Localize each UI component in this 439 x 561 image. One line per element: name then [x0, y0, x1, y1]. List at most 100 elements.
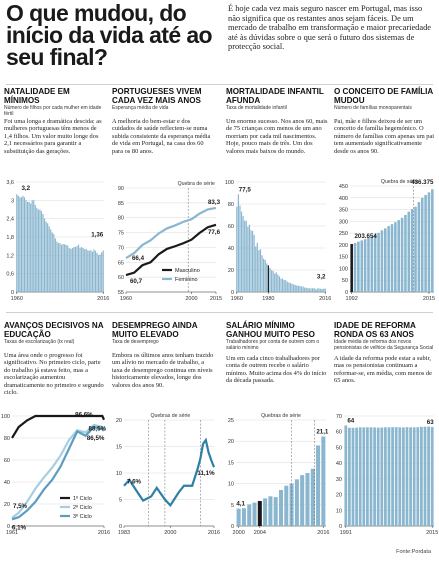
- bar: [424, 194, 427, 292]
- bar: [241, 508, 246, 526]
- y-tick-label: 0: [7, 524, 10, 530]
- bar: [363, 239, 367, 292]
- y-tick-label: 20: [116, 418, 122, 424]
- panel-subtitle: Número de famílias monoparentais: [334, 105, 412, 111]
- x-tick-label: 2000: [164, 530, 176, 536]
- bar: [286, 281, 288, 292]
- bar: [240, 211, 243, 292]
- bar: [344, 425, 348, 526]
- y-tick-label: 75: [118, 231, 124, 237]
- bar: [280, 278, 282, 292]
- data-label: 11,1%: [197, 470, 215, 477]
- panel-title: MORTALIDADE INFANTIL AFUNDA: [226, 87, 324, 105]
- chart-mortalidade-infantil: 0 20 40 60 80 100 1960 1980 2016 77,5 3,2: [225, 180, 332, 302]
- bar: [351, 427, 355, 526]
- y-tick-label: 400: [339, 196, 348, 202]
- bar: [285, 280, 287, 292]
- bar: [369, 427, 373, 526]
- series-line-desemprego: [123, 437, 216, 508]
- bar: [273, 497, 278, 526]
- bar: [362, 427, 366, 526]
- series-line-masculino: [125, 223, 217, 277]
- y-tick-label: 55: [118, 290, 124, 296]
- bar: [423, 426, 427, 526]
- x-tick-label: 1961: [6, 530, 18, 536]
- bar: [272, 270, 274, 292]
- y-tick-label: 1,2: [6, 253, 14, 259]
- panel-title: IDADE DE REFORMA RONDA OS 63 ANOS: [334, 321, 416, 339]
- bar: [26, 201, 29, 292]
- bar: [253, 234, 255, 292]
- chart-desemprego: 0 5 10 15 20 Quebras de série 1983 2000 2016 7,6%…: [116, 413, 220, 536]
- y-tick-label: 150: [339, 255, 348, 261]
- bar: [31, 200, 33, 292]
- data-label: 86,5%: [87, 435, 105, 442]
- data-label: 7,6%: [127, 479, 142, 486]
- bar: [324, 288, 326, 292]
- bar: [87, 250, 89, 292]
- x-tick-label: 1960: [120, 296, 132, 302]
- bar: [236, 206, 238, 292]
- bar: [53, 233, 55, 292]
- bar: [98, 255, 100, 292]
- bar: [313, 288, 315, 292]
- y-tick-label: 100: [339, 266, 348, 272]
- bar: [427, 192, 431, 292]
- bar: [269, 268, 271, 292]
- bar: [384, 427, 387, 526]
- y-tick-label: 2,4: [6, 217, 14, 223]
- bar: [376, 427, 380, 526]
- bar: [300, 475, 305, 526]
- y-tick-label: 60: [4, 458, 10, 464]
- y-tick-label: 70: [118, 245, 124, 251]
- data-label: 83,3: [208, 199, 221, 206]
- bar: [94, 250, 97, 292]
- bar: [281, 278, 284, 292]
- panel-title: NATALIDADE EM MÍNIMOS: [4, 87, 70, 105]
- panel-subtitle: Taxa de mortalidade infantil: [226, 105, 287, 111]
- bar: [48, 226, 50, 292]
- bar: [84, 249, 86, 292]
- bar: [430, 427, 434, 526]
- bar: [412, 427, 416, 526]
- panel-title: O CONCEITO DE FAMÍLIA MUDOU: [334, 87, 433, 105]
- x-tick-label: 1960: [231, 296, 243, 302]
- bar: [59, 243, 61, 292]
- bar: [258, 250, 260, 292]
- bar: [373, 234, 377, 292]
- bar: [319, 288, 322, 292]
- legend-label: Feminino: [175, 277, 198, 283]
- data-label: 203.654: [354, 233, 377, 240]
- bar: [101, 252, 103, 292]
- bar: [417, 202, 421, 292]
- bar: [394, 222, 397, 292]
- y-tick-label: 10: [228, 482, 234, 488]
- bar: [390, 224, 394, 292]
- bar: [247, 226, 249, 292]
- y-tick-label: 450: [339, 184, 348, 190]
- bar: [304, 287, 306, 292]
- chart-salario-minimo: 0 5 10 15 20 25 Quebras de série 2000 2004 2016 4,…: [228, 413, 330, 536]
- bar: [237, 194, 239, 292]
- bar: [420, 426, 423, 526]
- bar: [81, 247, 83, 292]
- y-tick-label: 300: [339, 219, 348, 225]
- bar: [297, 285, 299, 292]
- bar: [259, 249, 262, 292]
- panel-text: A idade da reforma pode estar a subir, m…: [334, 355, 432, 385]
- bar: [263, 498, 268, 526]
- bar: [70, 248, 72, 292]
- bar: [28, 201, 30, 292]
- y-tick-label: 70: [336, 414, 342, 420]
- x-tick-label: 1980: [262, 296, 274, 302]
- data-label: 7,5%: [13, 503, 28, 510]
- bar: [23, 197, 26, 292]
- bar: [289, 283, 292, 292]
- y-tick-label: 30: [336, 477, 342, 483]
- bar: [380, 427, 384, 526]
- bar: [394, 427, 398, 526]
- bar: [74, 246, 77, 292]
- data-label: 64: [347, 417, 354, 424]
- bar: [91, 251, 94, 292]
- panel-text: Um em cada cinco trabalhadores por conta…: [226, 355, 327, 385]
